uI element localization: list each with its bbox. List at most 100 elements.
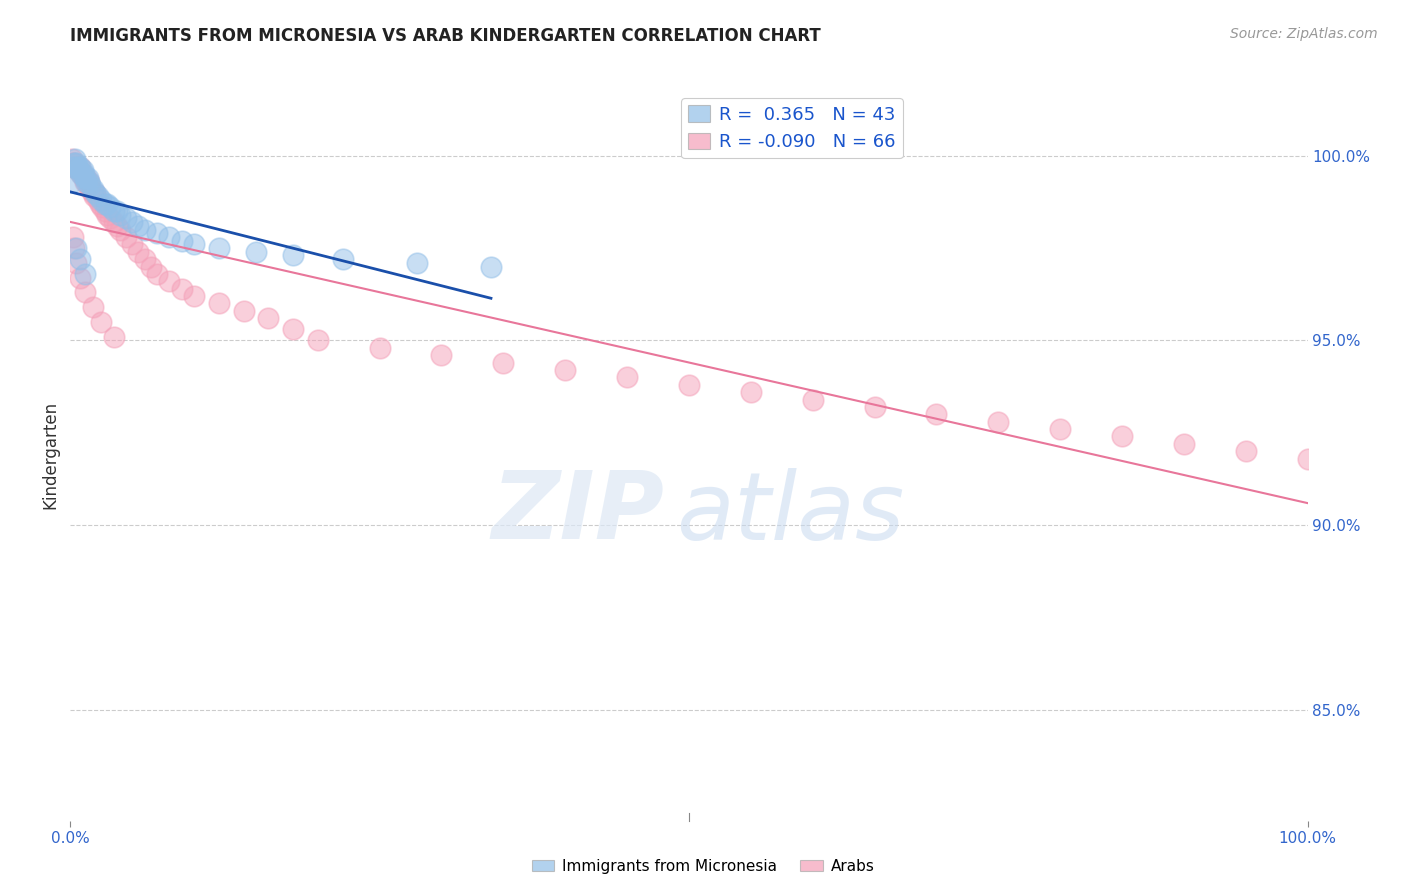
Point	[108, 208, 131, 222]
Point	[69, 160, 91, 174]
Point	[66, 163, 89, 178]
Point	[84, 186, 107, 200]
Point	[70, 167, 93, 181]
Point	[183, 237, 205, 252]
Point	[170, 282, 193, 296]
Point	[75, 170, 97, 185]
Point	[678, 377, 700, 392]
Point	[67, 163, 90, 178]
Point	[1049, 422, 1071, 436]
Point	[740, 385, 762, 400]
Point	[76, 178, 98, 193]
Point	[105, 204, 128, 219]
Point	[96, 196, 118, 211]
Point	[77, 175, 100, 189]
Point	[208, 296, 231, 310]
Text: Source: ZipAtlas.com: Source: ZipAtlas.com	[1230, 27, 1378, 41]
Point	[987, 415, 1010, 429]
Point	[479, 260, 502, 274]
Legend: Immigrants from Micronesia, Arabs: Immigrants from Micronesia, Arabs	[526, 853, 880, 880]
Point	[801, 392, 824, 407]
Point	[62, 230, 84, 244]
Point	[146, 267, 169, 281]
Point	[72, 163, 94, 178]
Point	[405, 256, 427, 270]
Point	[65, 153, 87, 167]
Point	[73, 167, 96, 181]
Point	[863, 400, 886, 414]
Point	[86, 193, 108, 207]
Point	[157, 274, 180, 288]
Point	[82, 186, 104, 200]
Point	[79, 182, 101, 196]
Point	[72, 167, 94, 181]
Point	[86, 189, 108, 203]
Point	[91, 201, 114, 215]
Point	[82, 182, 104, 196]
Point	[67, 163, 90, 178]
Point	[281, 322, 304, 336]
Point	[69, 270, 91, 285]
Point	[307, 334, 329, 348]
Point	[96, 208, 118, 222]
Point	[134, 222, 156, 236]
Point	[98, 201, 121, 215]
Point	[84, 186, 107, 200]
Point	[103, 204, 125, 219]
Point	[75, 175, 97, 189]
Point	[65, 156, 87, 170]
Point	[62, 156, 84, 170]
Point	[208, 241, 231, 255]
Point	[65, 160, 87, 174]
Point	[94, 196, 117, 211]
Point	[82, 300, 104, 314]
Point	[76, 170, 98, 185]
Point	[63, 241, 86, 255]
Point	[60, 153, 83, 167]
Point	[245, 244, 267, 259]
Point	[108, 222, 131, 236]
Point	[73, 170, 96, 185]
Point	[75, 175, 97, 189]
Point	[98, 211, 121, 226]
Point	[139, 260, 162, 274]
Point	[115, 211, 138, 226]
Point	[1234, 444, 1257, 458]
Point	[75, 285, 97, 300]
Point	[75, 267, 97, 281]
Point	[1111, 429, 1133, 443]
Point	[183, 289, 205, 303]
Point	[257, 311, 280, 326]
Point	[146, 227, 169, 241]
Point	[1173, 437, 1195, 451]
Point	[63, 156, 86, 170]
Point	[69, 252, 91, 267]
Point	[89, 196, 111, 211]
Point	[65, 241, 87, 255]
Point	[157, 230, 180, 244]
Point	[69, 160, 91, 174]
Point	[554, 363, 576, 377]
Point	[65, 256, 87, 270]
Point	[430, 348, 453, 362]
Point	[925, 407, 948, 421]
Point	[60, 175, 83, 189]
Point	[170, 234, 193, 248]
Point	[90, 315, 112, 329]
Text: ZIP: ZIP	[491, 467, 664, 559]
Point	[90, 193, 112, 207]
Point	[121, 237, 143, 252]
Point	[103, 329, 125, 343]
Point	[127, 244, 149, 259]
Legend: R =  0.365   N = 43, R = -0.090   N = 66: R = 0.365 N = 43, R = -0.090 N = 66	[681, 98, 903, 158]
Point	[121, 215, 143, 229]
Y-axis label: Kindergarten: Kindergarten	[41, 401, 59, 509]
Point	[127, 219, 149, 233]
Point	[115, 230, 138, 244]
Point	[103, 215, 125, 229]
Point	[65, 160, 87, 174]
Point	[368, 341, 391, 355]
Point	[62, 160, 84, 174]
Point	[83, 189, 105, 203]
Point	[134, 252, 156, 267]
